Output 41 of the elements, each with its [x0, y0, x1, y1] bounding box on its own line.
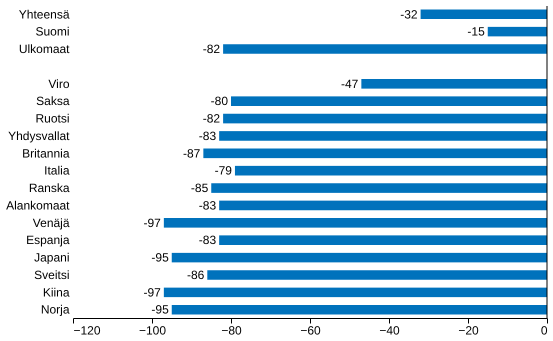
y-tick-label: Japani	[34, 250, 70, 265]
y-tick-label: Ruotsi	[35, 112, 70, 126]
y-tick-label: Ulkomaat	[18, 42, 70, 56]
data-label: -15	[467, 24, 486, 39]
x-tick-label: 0	[540, 324, 548, 338]
x-tick-label: −100	[138, 324, 166, 338]
data-label: -97	[144, 285, 162, 300]
data-label: -82	[202, 42, 220, 56]
y-tick-label: Sveitsi	[34, 268, 70, 282]
data-label: -32	[400, 7, 418, 22]
data-label: -95	[151, 250, 170, 265]
y-tick-label: Saksa	[36, 94, 70, 108]
y-tick-label: Britannia	[22, 146, 70, 160]
y-tick-label: Kiina	[42, 285, 70, 300]
x-tick-label: −60	[300, 324, 321, 338]
y-tick-label: Italia	[44, 164, 70, 178]
y-tick-label: Viro	[48, 76, 70, 91]
data-label: -95	[151, 302, 170, 317]
data-label: -97	[144, 216, 162, 230]
x-tick-label: −20	[458, 324, 479, 338]
y-tick-label: Espanja	[26, 233, 70, 248]
y-tick-label: Suomi	[35, 24, 70, 39]
y-tick-label: Venäjä	[32, 216, 70, 230]
y-tick-label: Yhdysvallat	[8, 128, 70, 143]
y-tick-label: Yhteensä	[18, 7, 70, 22]
data-label: -83	[198, 198, 216, 212]
data-label: -85	[190, 181, 209, 196]
data-label: -86	[186, 268, 205, 282]
data-label: -87	[183, 146, 201, 160]
y-tick-label: Norja	[40, 302, 70, 317]
data-label: -47	[341, 76, 359, 91]
x-tick-label: −80	[221, 324, 242, 338]
x-tick-label: −40	[379, 324, 400, 338]
data-label: -83	[198, 128, 216, 143]
x-tick-label: −120	[74, 324, 101, 338]
data-label: -79	[214, 164, 232, 178]
data-label: -82	[202, 112, 220, 126]
y-tick-label: Alankomaat	[6, 198, 70, 212]
y-tick-label: Ranska	[28, 181, 70, 196]
data-label: -80	[210, 94, 228, 108]
data-label: -83	[198, 233, 216, 248]
